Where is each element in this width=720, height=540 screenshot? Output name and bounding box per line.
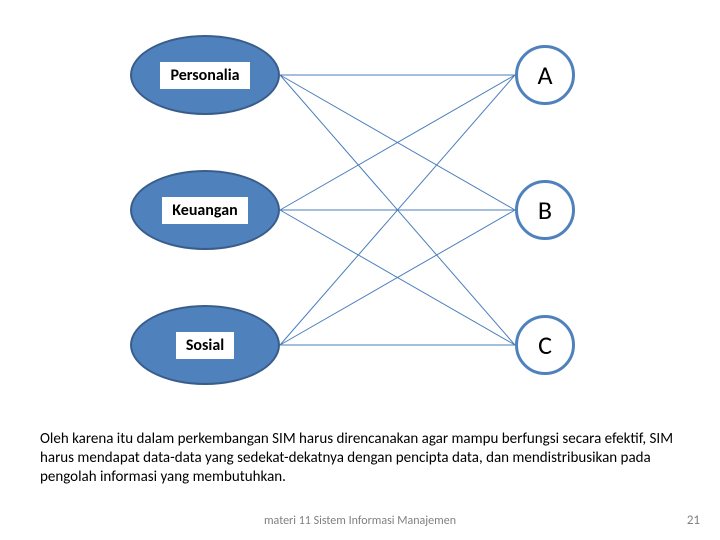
left-node-label: Keuangan (162, 197, 247, 224)
edge (280, 75, 515, 345)
edge (280, 210, 515, 345)
right-node: C (515, 315, 575, 375)
edge (280, 75, 515, 210)
footer-text: materi 11 Sistem Informasi Manajemen (0, 514, 720, 528)
edge (280, 75, 515, 345)
left-node: Sosial (130, 305, 280, 385)
right-node: A (515, 45, 575, 105)
left-node: Keuangan (130, 170, 280, 250)
left-node: Personalia (130, 35, 280, 115)
page-number: 21 (687, 513, 700, 528)
bipartite-diagram: Personalia Keuangan Sosial A B C (0, 0, 720, 420)
right-node: B (515, 180, 575, 240)
left-node-label: Sosial (176, 332, 234, 359)
left-node-label: Personalia (160, 62, 249, 89)
paragraph-text: Oleh karena itu dalam perkembangan SIM h… (40, 430, 680, 486)
edge (280, 210, 515, 345)
edge (280, 75, 515, 210)
edge-layer (0, 0, 720, 420)
